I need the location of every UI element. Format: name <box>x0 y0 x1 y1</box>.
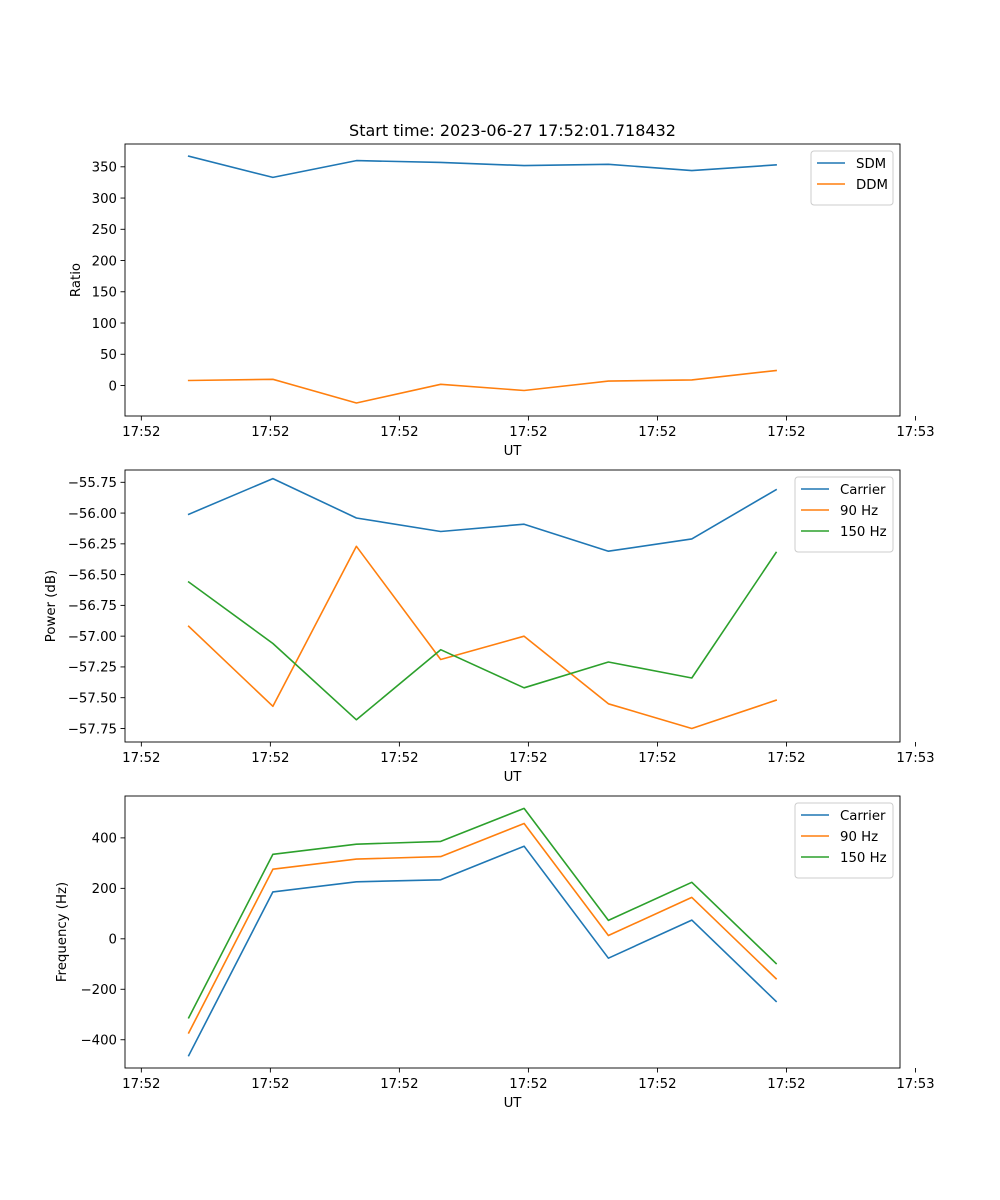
panel1-x-tick-label: 17:52 <box>638 425 676 440</box>
panel2-y-tick-label: −56.75 <box>68 599 117 614</box>
panel2-legend-label-2: 90 Hz <box>840 504 878 519</box>
panel3-series-line-3 <box>187 807 778 1019</box>
panel3-legend-label-3: 150 Hz <box>840 851 887 866</box>
panel2-x-tick-label: 17:52 <box>767 751 805 766</box>
panel2-group: 17:52 17:52 17:52 17:52 17:52 17:52 17:53 −57.7… <box>44 469 935 785</box>
panel1-y-tick-label: 200 <box>92 254 117 269</box>
panel1-group: 17:52 17:52 17:52 17:52 17:52 17:52 17:53 0 50 10… <box>69 143 935 459</box>
panel1-x-tick-label: 17:52 <box>122 425 160 440</box>
panel1-y-tick-label: 350 <box>92 161 117 176</box>
panel1-x-tick-label: 17:53 <box>896 425 934 440</box>
panel2-y-tick-label: −57.00 <box>68 630 117 645</box>
panel2-x-tick-label: 17:52 <box>638 751 676 766</box>
panel2-legend: Carrier 90 Hz 150 Hz <box>794 476 894 553</box>
panel1-y-tick-label: 150 <box>92 286 117 301</box>
panel2-y-axis-label: Power (dB) <box>44 570 59 642</box>
panel1-series-line-2 <box>187 369 777 404</box>
panel3-y-axis-label: Frequency (Hz) <box>55 882 70 982</box>
panel3-series-line-1 <box>187 845 778 1057</box>
panel2-series-line-1 <box>187 477 778 553</box>
panel1-legend-label-2: DDM <box>856 178 888 193</box>
panel1-legend-box <box>810 150 894 206</box>
panel1-y-tick-label: 0 <box>109 379 117 394</box>
panel2-x-tick-label: 17:52 <box>122 751 160 766</box>
panel2-x-tick-label: 17:52 <box>509 751 547 766</box>
panel2-y-tick-label: −55.75 <box>68 476 117 491</box>
panel1-y-tick-label: 50 <box>100 348 117 363</box>
panel2-legend-label-3: 150 Hz <box>840 525 887 540</box>
panel1-x-tick-label: 17:52 <box>509 425 547 440</box>
panel1-y-tick-label: 300 <box>92 192 117 207</box>
panel3-x-axis-label: UT <box>504 1096 523 1111</box>
panel2-y-tick-label: −57.25 <box>68 661 117 676</box>
panel3-series-line-2 <box>187 822 778 1034</box>
panel3-y-tick-label: −200 <box>80 983 117 998</box>
panel1-y-axis-label: Ratio <box>69 263 84 297</box>
panel1-y-tick-label: 100 <box>92 317 117 332</box>
panel2-y-tick-label: −57.75 <box>68 722 117 737</box>
panel3-x-tick-label: 17:52 <box>380 1077 418 1092</box>
panel3-x-tick-label: 17:52 <box>509 1077 547 1092</box>
panel3-x-tick-label: 17:52 <box>638 1077 676 1092</box>
panel1-x-tick-label: 17:52 <box>767 425 805 440</box>
panel2-x-tick-label: 17:52 <box>380 751 418 766</box>
panel3-y-tick-label: 200 <box>92 882 117 897</box>
panel1-x-tick-label: 17:52 <box>380 425 418 440</box>
panel1-x-axis-label: UT <box>504 444 523 459</box>
panel3-x-tick-label: 17:52 <box>767 1077 805 1092</box>
panel1-legend-label-1: SDM <box>856 157 886 172</box>
panel2-y-tick-label: −57.50 <box>68 691 117 706</box>
panel3-y-tick-label: 0 <box>109 933 117 948</box>
panel2-legend-label-1: Carrier <box>840 483 886 498</box>
panel2-y-tick-label: −56.25 <box>68 538 117 553</box>
panel2-y-tick-label: −56.50 <box>68 568 117 583</box>
panel2-series-line-2 <box>187 545 778 730</box>
panel3-x-tick-label: 17:52 <box>251 1077 289 1092</box>
panel3-legend-box <box>794 802 894 879</box>
panel1-legend: SDM DDM <box>810 150 894 206</box>
panel3-y-tick-label: −400 <box>80 1034 117 1049</box>
panel2-series-line-3 <box>187 551 778 721</box>
panel3-group: 17:52 17:52 17:52 17:52 17:52 17:52 17:53 −400 −… <box>55 795 935 1111</box>
panel2-legend-box <box>794 476 894 553</box>
panel1-series-line-1 <box>187 155 777 179</box>
chart-panels: 17:52 17:52 17:52 17:52 17:52 17:52 17:53 0 50 10… <box>44 143 935 1111</box>
panel1-axes-frame <box>124 143 901 417</box>
panel2-x-tick-label: 17:53 <box>896 751 934 766</box>
panel3-legend: Carrier 90 Hz 150 Hz <box>794 802 894 879</box>
panel3-x-tick-label: 17:53 <box>896 1077 934 1092</box>
panel2-axes-frame <box>124 469 901 743</box>
panel2-y-tick-label: −56.00 <box>68 507 117 522</box>
panel3-x-tick-label: 17:52 <box>122 1077 160 1092</box>
figure-title: Start time: 2023-06-27 17:52:01.718432 <box>349 121 676 140</box>
panel3-legend-label-2: 90 Hz <box>840 830 878 845</box>
panel3-axes-frame <box>124 795 901 1069</box>
panel3-y-tick-label: 400 <box>92 832 117 847</box>
panel2-x-tick-label: 17:52 <box>251 751 289 766</box>
panel1-x-tick-label: 17:52 <box>251 425 289 440</box>
panel1-y-tick-label: 250 <box>92 223 117 238</box>
panel2-x-axis-label: UT <box>504 770 523 785</box>
panel3-legend-label-1: Carrier <box>840 809 886 824</box>
